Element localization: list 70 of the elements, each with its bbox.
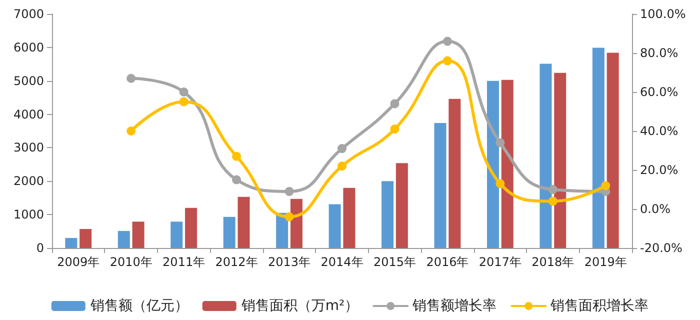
y-tick-label: 0: [36, 241, 44, 255]
point: [390, 124, 400, 134]
point: [232, 152, 242, 161]
point: [338, 162, 346, 171]
y2-tick-label: 60.0%: [640, 85, 678, 99]
bar: [396, 163, 408, 248]
y-tick-label: 5000: [13, 74, 44, 88]
bar: [382, 181, 394, 248]
bar: [501, 80, 514, 248]
bar: [592, 48, 604, 248]
point: [601, 181, 610, 190]
x-tick-label: 2015年: [373, 255, 416, 269]
bar: [540, 64, 552, 248]
bar: [238, 196, 250, 248]
point: [442, 56, 452, 66]
point: [284, 212, 294, 222]
point: [496, 179, 505, 188]
x-tick-label: 2009年: [57, 255, 100, 269]
x-tick-label: 2010年: [110, 255, 152, 269]
bar: [486, 80, 499, 248]
point: [179, 97, 188, 106]
y-tick-label: 7000: [13, 7, 44, 21]
bar: [606, 52, 619, 248]
y2-tick-label: -20.0%: [640, 241, 682, 255]
bar: [118, 230, 130, 248]
bar: [554, 72, 566, 248]
legend-label: 销售额（亿元）: [89, 298, 188, 314]
x-tick-label: 2018年: [532, 255, 574, 269]
y2-tick-label: 40.0%: [640, 124, 678, 138]
legend-label: 销售面积增长率: [550, 298, 649, 314]
y2-tick-label: 80.0%: [640, 46, 678, 60]
legend-label: 销售面积（万m²）: [240, 298, 359, 314]
x-tick-label: 2012年: [215, 255, 258, 269]
bar: [65, 238, 78, 248]
x-tick-label: 2016年: [426, 255, 469, 269]
legend-label: 销售额增长率: [412, 298, 497, 314]
point: [338, 144, 346, 154]
point: [548, 196, 558, 206]
point: [179, 88, 188, 96]
y2-tick-label: 20.0%: [640, 163, 678, 177]
bar: [448, 98, 461, 248]
x-tick-label: 2019年: [584, 255, 627, 269]
x-tick-label: 2017年: [478, 255, 522, 269]
bar: [170, 222, 183, 248]
y-tick-label: 3000: [13, 140, 44, 155]
y-tick-label: 2000: [13, 174, 44, 188]
bar: [223, 216, 236, 248]
y2-tick-label: 100.0%: [640, 7, 686, 21]
point: [390, 99, 400, 108]
x-tick-label: 2014年: [320, 255, 364, 269]
point: [284, 186, 294, 196]
point: [442, 36, 452, 46]
point: [548, 185, 558, 194]
point: [126, 126, 136, 136]
bar: [185, 208, 198, 248]
point: [232, 175, 242, 184]
y-tick-label: 4000: [13, 107, 44, 122]
bar: [132, 222, 144, 248]
bar: [290, 198, 302, 248]
x-tick-label: 2011年: [162, 255, 206, 269]
bar: [80, 228, 92, 248]
y2-tick-label: 0.0%: [640, 202, 670, 216]
bar: [328, 204, 341, 248]
bar: [343, 188, 356, 248]
y-tick-label: 6000: [13, 40, 44, 54]
point: [496, 138, 505, 148]
y-tick-label: 1000: [13, 208, 44, 222]
x-tick-label: 2013年: [268, 255, 311, 269]
bar: [434, 122, 446, 248]
point: [126, 74, 136, 83]
